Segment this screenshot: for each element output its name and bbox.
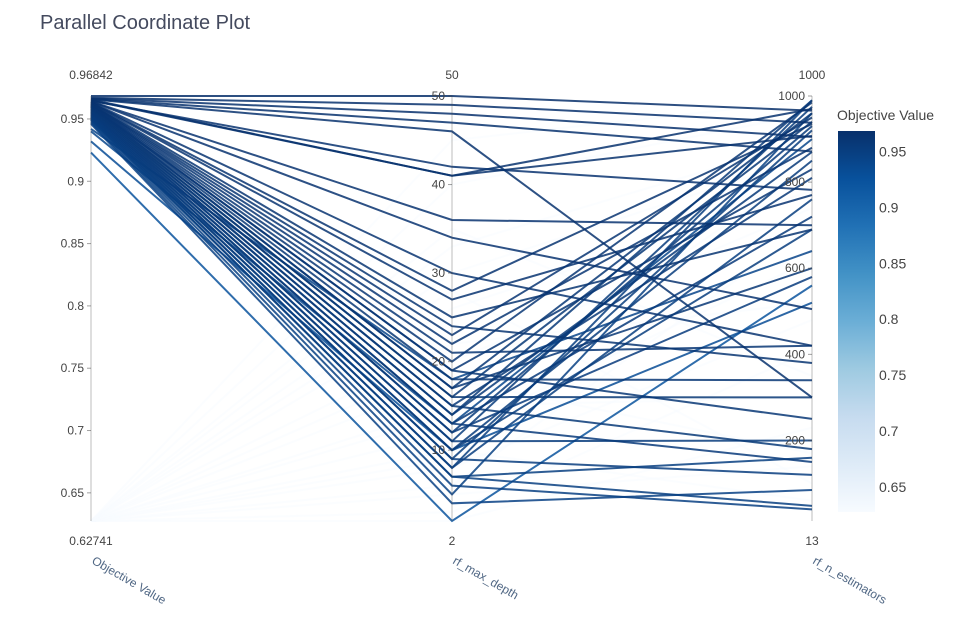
colorbar-tick-label: 0.85	[879, 255, 906, 271]
trial-line	[90, 98, 813, 399]
axis-max-label: 50	[445, 68, 459, 82]
colorbar-title: Objective Value	[837, 107, 934, 123]
trial-line	[90, 99, 813, 522]
tick-label: 30	[432, 266, 446, 280]
trial-line	[90, 103, 813, 346]
tick-label: 0.9	[67, 174, 84, 188]
tick-label: 0.85	[61, 237, 85, 251]
axis-min-label: 13	[805, 534, 819, 548]
axis-min-label: 0.62741	[69, 534, 113, 548]
trial-line	[90, 100, 813, 227]
trial-line	[90, 107, 813, 399]
tick-label: 0.95	[61, 112, 85, 126]
colorbar-tick-label: 0.7	[879, 423, 899, 439]
trial-line	[90, 101, 813, 301]
tick-label: 50	[432, 89, 446, 103]
tick-label: 400	[785, 347, 805, 361]
trial-line	[90, 105, 813, 382]
colorbar-tick-label: 0.95	[879, 144, 906, 160]
trial-line	[90, 98, 813, 153]
tick-label: 1000	[778, 89, 805, 103]
trial-line	[90, 105, 813, 372]
tick-label: 0.75	[61, 361, 85, 375]
trial-line	[90, 138, 813, 522]
trial-line	[90, 106, 813, 443]
trial-line	[90, 100, 813, 311]
axis-title: rf_max_depth	[451, 553, 522, 602]
trial-line	[90, 110, 813, 417]
trial-line	[90, 98, 813, 177]
trial-line	[90, 120, 813, 511]
tick-label: 10	[432, 443, 446, 457]
trial-line	[90, 103, 813, 337]
tick-label: 0.8	[67, 299, 84, 313]
tick-label: 20	[432, 355, 446, 369]
trial-line	[90, 97, 813, 138]
trial-line	[90, 349, 813, 522]
colorbar-tick-label: 0.65	[879, 479, 906, 495]
tick-label: 0.7	[67, 424, 84, 438]
trial-line	[90, 102, 813, 319]
trial-line	[90, 112, 813, 434]
trial-line	[90, 103, 813, 364]
trial-line	[90, 118, 813, 507]
colorbar-tick-label: 0.75	[879, 367, 906, 383]
axis-min-label: 2	[449, 534, 456, 548]
colorbar: Objective Value 0.65 0.7 0.75 0.8 0.85 0.9 0.9…	[837, 107, 934, 512]
colorbar-gradient	[838, 131, 875, 512]
axis-max-label: 0.96842	[69, 68, 113, 82]
tick-label: 0.65	[61, 486, 85, 500]
tick-label: 600	[785, 261, 805, 275]
colorbar-tick-label: 0.9	[879, 199, 899, 215]
trial-line	[90, 99, 813, 191]
chart-title: Parallel Coordinate Plot	[40, 12, 251, 34]
trial-line	[90, 106, 813, 390]
axis-max-label: 1000	[799, 68, 826, 82]
tick-label: 800	[785, 175, 805, 189]
trial-line	[90, 108, 813, 408]
trial-line	[90, 101, 813, 292]
trial-line	[90, 104, 813, 354]
tick-label: 40	[432, 178, 446, 192]
trial-line	[90, 151, 813, 523]
trial-line	[90, 96, 813, 124]
tick-label: 200	[785, 433, 805, 447]
axis-title: Objective Value	[90, 553, 169, 607]
trial-line	[90, 123, 813, 505]
axis-title: rf_n_estimators	[811, 553, 890, 606]
polylines-layer	[90, 95, 813, 523]
colorbar-tick-label: 0.8	[879, 311, 899, 327]
trial-line	[90, 227, 813, 522]
